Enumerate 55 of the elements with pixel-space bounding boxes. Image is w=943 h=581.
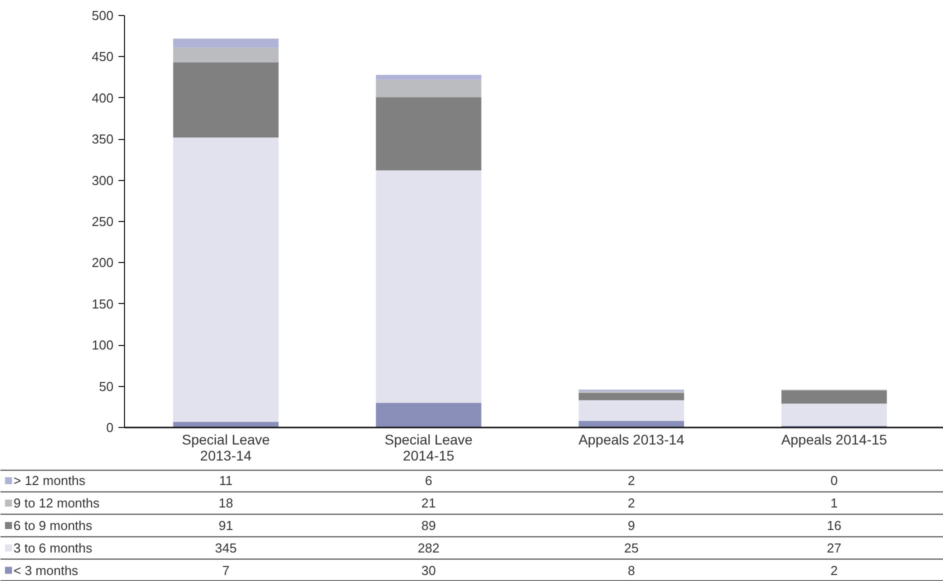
data-label: 16 bbox=[826, 518, 842, 533]
bar bbox=[376, 97, 482, 170]
legend-label: > 12 months bbox=[14, 473, 86, 488]
x-tick-label: Special Leave 2014-15 bbox=[384, 432, 473, 464]
data-label: 25 bbox=[624, 540, 639, 556]
bar bbox=[376, 170, 482, 403]
y-tick-label: 450 bbox=[92, 49, 114, 64]
data-label: 2 bbox=[628, 473, 635, 488]
y-tick-label: 350 bbox=[92, 132, 114, 147]
bar bbox=[781, 390, 887, 404]
y-tick-label: 500 bbox=[92, 8, 114, 23]
y-tick-label: 150 bbox=[92, 296, 114, 312]
x-tick-label: Appeals 2013-14 bbox=[578, 432, 685, 448]
data-label: 89 bbox=[421, 518, 436, 533]
x-tick-label: Special Leave 2013-14 bbox=[182, 432, 270, 464]
legend-label: 6 to 9 months bbox=[14, 518, 93, 533]
data-label: 91 bbox=[218, 518, 234, 533]
y-tick-label: 250 bbox=[92, 214, 114, 229]
bar bbox=[578, 420, 684, 428]
data-label: 345 bbox=[215, 540, 237, 556]
data-label: 0 bbox=[830, 473, 838, 488]
data-label: 8 bbox=[628, 562, 635, 578]
data-label: 30 bbox=[421, 562, 436, 578]
legend-label: < 3 months bbox=[14, 562, 79, 578]
data-label: 21 bbox=[421, 496, 436, 511]
data-label: 27 bbox=[826, 540, 842, 556]
bar bbox=[173, 38, 279, 48]
data-label: 9 bbox=[628, 518, 635, 533]
bar bbox=[376, 80, 482, 98]
bar bbox=[376, 402, 482, 428]
data-label: 1 bbox=[830, 496, 838, 511]
bar bbox=[173, 137, 279, 422]
y-tick-label: 0 bbox=[106, 420, 114, 435]
data-label: 18 bbox=[218, 496, 234, 511]
data-label: 2 bbox=[628, 496, 635, 511]
bar bbox=[173, 422, 279, 428]
legend-label: 9 to 12 months bbox=[14, 496, 100, 511]
data-label: 11 bbox=[219, 473, 233, 488]
y-tick-label: 100 bbox=[92, 338, 114, 353]
bar bbox=[376, 74, 482, 80]
y-tick-label: 400 bbox=[92, 90, 114, 106]
bar bbox=[781, 404, 887, 426]
y-tick-label: 300 bbox=[92, 172, 114, 188]
bar bbox=[578, 400, 684, 421]
bar bbox=[173, 48, 279, 62]
x-tick-label: Appeals 2014-15 bbox=[781, 432, 888, 448]
bar bbox=[173, 62, 279, 138]
data-label: 282 bbox=[418, 540, 440, 556]
data-label: 2 bbox=[830, 562, 838, 578]
data-label: 6 bbox=[425, 473, 432, 488]
legend-label: 3 to 6 months bbox=[14, 540, 93, 556]
y-tick-label: 200 bbox=[92, 255, 114, 270]
y-tick-label: 50 bbox=[99, 378, 114, 394]
bar bbox=[578, 392, 684, 400]
data-label: 7 bbox=[222, 562, 230, 578]
